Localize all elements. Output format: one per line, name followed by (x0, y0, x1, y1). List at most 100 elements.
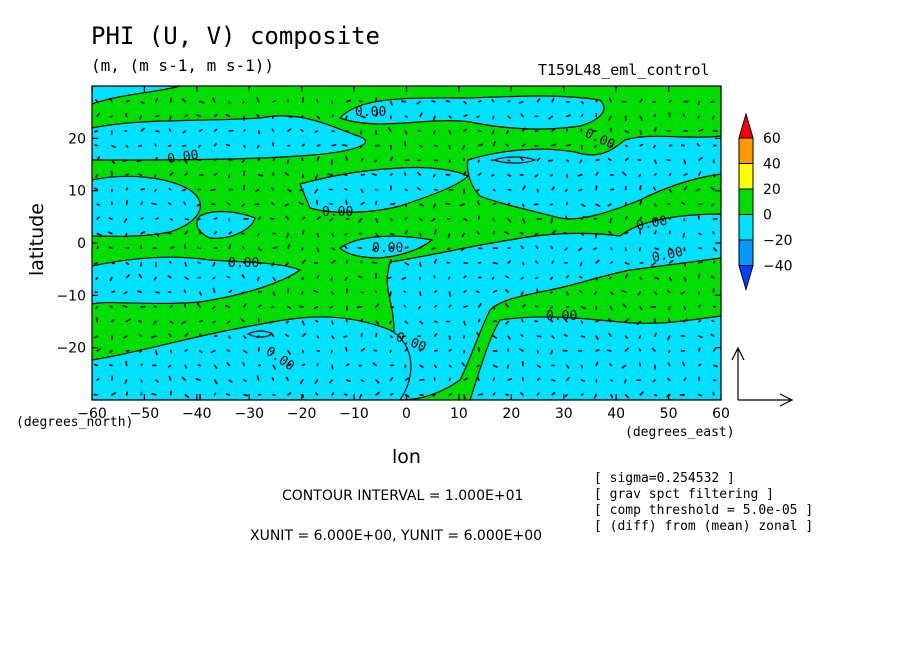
wind-vector (301, 320, 305, 326)
wind-vector (404, 246, 409, 250)
wind-vector (534, 174, 539, 178)
wind-vector (96, 232, 102, 236)
wind-vector (181, 98, 187, 103)
wind-vector (695, 188, 700, 192)
wind-vector (534, 232, 539, 236)
wind-vector (519, 348, 524, 352)
wind-vector (108, 217, 113, 220)
wind-vector (520, 334, 524, 337)
wind-vector (389, 156, 394, 162)
wind-vector (212, 287, 216, 293)
wind-vector (404, 130, 408, 135)
wind-vector (314, 379, 319, 384)
wind-vector (285, 320, 289, 324)
wind-vector (199, 129, 203, 132)
wind-vector (300, 115, 304, 118)
wind-vector (168, 202, 172, 206)
wind-vector (95, 317, 99, 323)
wind-vector (698, 261, 703, 264)
wind-vector (432, 174, 436, 178)
wind-vector (651, 262, 656, 267)
wind-vector (153, 276, 157, 281)
wind-vector (683, 306, 687, 310)
wind-vector (680, 291, 686, 295)
y-tick-label: −10 (56, 288, 86, 304)
wind-vector (505, 130, 509, 135)
wind-vector (448, 304, 452, 308)
wind-vector (448, 364, 452, 368)
wind-vector (518, 100, 524, 104)
wind-vector (477, 200, 480, 206)
wind-vector (580, 215, 585, 220)
negative-region (196, 210, 256, 239)
wind-vector (639, 306, 643, 310)
wind-vector (272, 100, 276, 103)
wind-vector (711, 115, 715, 120)
wind-vector (548, 115, 554, 120)
wind-vector (683, 377, 687, 381)
wind-vector (463, 100, 467, 105)
wind-vector (520, 113, 524, 118)
contour-label: 0.00 (322, 205, 353, 220)
wind-vector (608, 97, 612, 103)
wind-vector (271, 377, 275, 381)
wind-vector (316, 156, 320, 162)
wind-vector (636, 320, 642, 326)
wind-vector (96, 377, 100, 381)
wind-vector (698, 128, 704, 132)
wind-vector (624, 130, 630, 134)
wind-vector (461, 232, 465, 237)
wind-vector (327, 173, 333, 176)
wind-vector (522, 143, 526, 147)
wind-vector (639, 98, 643, 103)
wind-vector (404, 188, 409, 192)
wind-vector (111, 392, 117, 396)
wind-vector (550, 245, 554, 250)
wind-vector (549, 306, 554, 309)
wind-vector (111, 144, 116, 149)
wind-vector (96, 216, 100, 220)
wind-vector (608, 276, 612, 280)
negative-region (492, 156, 537, 164)
wind-vector (666, 377, 671, 381)
wind-vector (243, 302, 247, 308)
wind-vector (404, 141, 407, 147)
wind-vector (621, 364, 627, 369)
wind-vector (621, 171, 627, 176)
wind-vector (434, 229, 437, 235)
wind-vector (374, 290, 377, 293)
wind-vector (608, 230, 612, 235)
wind-vector (459, 203, 465, 207)
wind-vector (124, 232, 128, 238)
wind-vector (124, 379, 128, 384)
wind-vector (610, 306, 613, 311)
wind-vector (593, 247, 598, 250)
wind-vector (522, 203, 525, 208)
y-tick-label: 0 (77, 236, 86, 252)
wind-vector (654, 203, 657, 207)
wind-vector (272, 276, 276, 282)
wind-vector (550, 218, 554, 224)
wind-vector (314, 188, 319, 194)
wind-vector (287, 363, 292, 367)
wind-vector (698, 393, 703, 397)
wind-vector (213, 114, 218, 118)
wind-vector (579, 290, 583, 293)
wind-vector (224, 305, 231, 308)
wind-vector (434, 258, 438, 264)
wind-vector (492, 377, 496, 381)
wind-vector (419, 348, 423, 352)
wind-vector (329, 306, 333, 309)
wind-vector (213, 392, 217, 396)
wind-vector (155, 217, 160, 220)
wind-vector (417, 306, 421, 310)
wind-vector (329, 379, 333, 384)
wind-vector (507, 260, 511, 264)
wind-vector (478, 318, 481, 323)
colorbar-segment (738, 214, 754, 241)
wind-vector (549, 318, 554, 323)
wind-vector (610, 144, 613, 148)
wind-vector (507, 115, 511, 119)
wind-vector (667, 289, 671, 293)
